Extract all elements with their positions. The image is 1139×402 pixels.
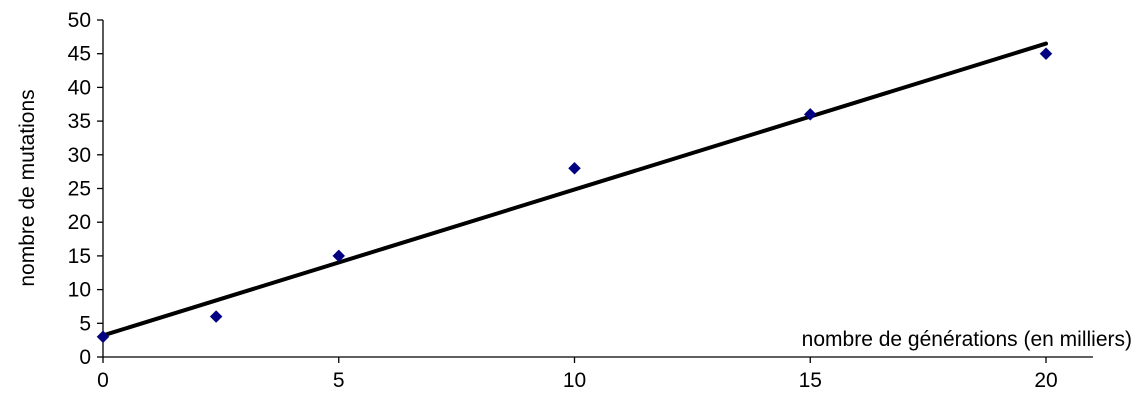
trendline-layer (101, 41, 1048, 338)
x-axis-title: nombre de générations (en milliers) (802, 328, 1132, 351)
x-tick-label: 20 (1034, 369, 1057, 392)
y-tick-label: 45 (68, 43, 91, 66)
y-tick-label: 50 (68, 9, 91, 32)
y-tick-label: 40 (68, 76, 91, 99)
y-tick-label: 5 (79, 312, 91, 335)
y-tick-label: 35 (68, 110, 91, 133)
x-tick-label: 15 (799, 369, 822, 392)
y-tick-label: 20 (68, 211, 91, 234)
x-tick-label: 0 (97, 369, 109, 392)
ticks: 0 5 10 15 20 25 30 35 40 45 50 0 5 10 15 20 (68, 9, 1058, 392)
x-tick-label: 5 (333, 369, 345, 392)
y-tick-label: 0 (79, 346, 91, 369)
y-tick-label: 15 (68, 245, 91, 268)
data-point (332, 249, 346, 263)
data-points (96, 47, 1053, 344)
data-point (568, 161, 581, 175)
y-tick-label: 10 (68, 279, 91, 302)
data-point (803, 108, 817, 121)
data-point (1039, 47, 1053, 61)
y-tick-label: 30 (68, 144, 91, 167)
axes (102, 20, 1093, 358)
y-axis-title: nombre de mutations (16, 89, 39, 286)
trendline (101, 41, 1048, 338)
x-tick-label: 10 (563, 369, 586, 392)
data-point (96, 330, 110, 344)
data-point (209, 310, 223, 323)
y-tick-label: 25 (68, 178, 91, 201)
